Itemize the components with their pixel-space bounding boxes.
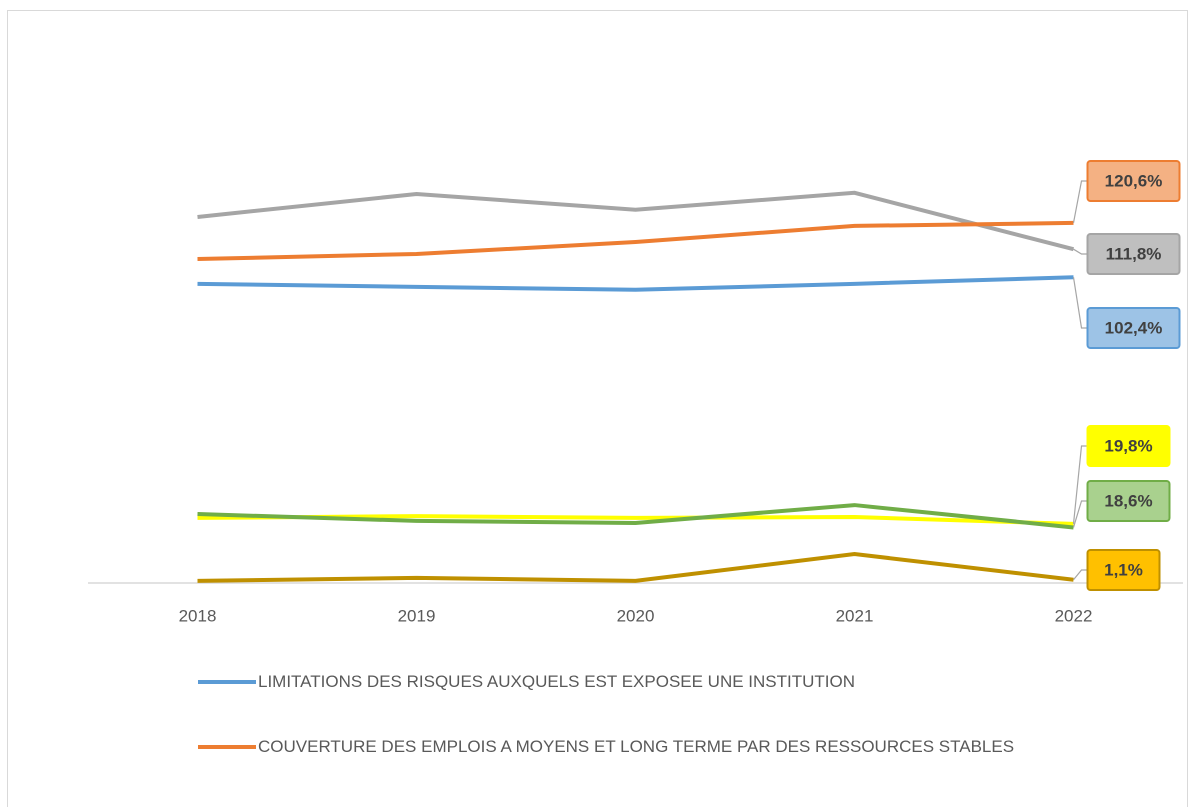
x-tick-label: 2022 — [1055, 606, 1093, 625]
data-label-box — [1086, 307, 1181, 349]
x-tick-label: 2019 — [398, 606, 436, 625]
legend-label: LIMITATIONS DES RISQUES AUXQUELS EST EXP… — [258, 672, 856, 691]
data-label-box — [1086, 549, 1161, 591]
data-label-box — [1086, 233, 1181, 275]
data-label-box — [1086, 425, 1171, 467]
legend-label: COUVERTURE DES EMPLOIS A MOYENS ET LONG … — [258, 737, 1015, 756]
series-line — [197, 275, 1074, 292]
data-label: 111,8% — [1106, 244, 1162, 263]
leader-line — [1072, 180, 1088, 224]
data-label-box — [1086, 480, 1171, 522]
data-label-box — [1086, 160, 1181, 202]
chart-border — [7, 10, 1188, 807]
series-line — [197, 552, 1074, 583]
leader-line — [1072, 277, 1088, 329]
series-line — [197, 190, 1074, 252]
data-label: 1,1% — [1104, 560, 1143, 579]
x-tick-label: 2021 — [836, 606, 874, 625]
data-label: 18,6% — [1104, 491, 1152, 510]
leader-line — [1072, 445, 1088, 524]
leader-line — [1072, 500, 1088, 528]
data-label: 102,4% — [1105, 318, 1163, 337]
leader-line — [1073, 248, 1088, 255]
series-line — [197, 503, 1074, 530]
x-tick-label: 2018 — [179, 606, 217, 625]
data-label: 19,8% — [1104, 436, 1152, 455]
leader-line — [1073, 569, 1088, 581]
x-tick-label: 2020 — [617, 606, 655, 625]
data-label: 120,6% — [1105, 171, 1163, 190]
series-line — [197, 220, 1074, 262]
